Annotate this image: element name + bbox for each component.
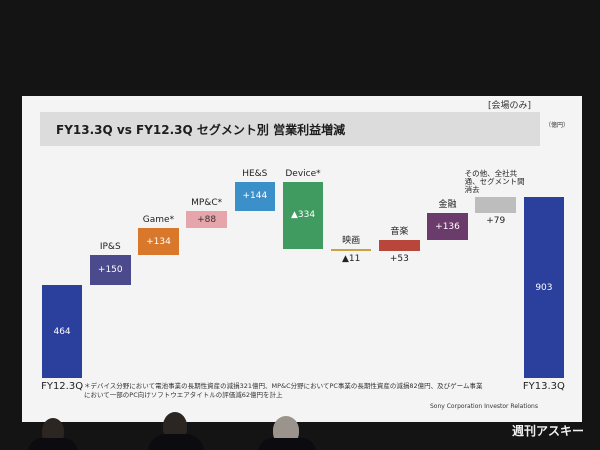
value-label: +144 <box>242 191 268 202</box>
bar <box>475 197 516 214</box>
value-label: 464 <box>53 326 71 337</box>
value-label: +150 <box>97 265 123 276</box>
category-label: MP&C* <box>191 197 223 208</box>
unit: （億円） <box>545 122 570 129</box>
category-label: その他、全社共通、セグメント間消去 <box>464 169 525 195</box>
value-label: +88 <box>197 214 217 225</box>
value-label: +136 <box>435 221 460 232</box>
source: Sony Corporation Investor Relations <box>430 403 538 410</box>
category-label: 映画 <box>342 235 361 246</box>
category-label: Device* <box>285 169 321 179</box>
category-label: 金融 <box>438 200 457 211</box>
person <box>258 438 316 450</box>
bar <box>90 255 131 286</box>
category-label: IP&S <box>99 242 121 253</box>
footnote: ＊デバイス分野において電池事業の長期性資産の減損321億円、MP&C分野において… <box>84 382 483 399</box>
bar <box>282 182 324 249</box>
value-label: +79 <box>486 216 506 227</box>
value-label: 903 <box>535 282 553 293</box>
category-label: Game* <box>142 215 175 226</box>
category-label: FY13.3Q <box>522 381 565 392</box>
person <box>42 418 64 444</box>
bar <box>330 248 372 251</box>
bar <box>138 228 179 256</box>
bar <box>379 240 420 251</box>
person <box>148 434 204 450</box>
person <box>28 438 78 450</box>
category-label: HE&S <box>242 169 268 179</box>
value-label: ▲334 <box>290 210 316 221</box>
bar <box>523 197 565 378</box>
value-label: +134 <box>146 236 171 247</box>
value-label: +53 <box>389 254 409 264</box>
bar <box>234 182 276 211</box>
value-label: ▲11 <box>341 254 361 264</box>
category-label: FY12.3Q <box>41 381 84 392</box>
watermark: 週刊アスキー <box>512 424 585 438</box>
category-label: 音楽 <box>390 227 409 238</box>
bar <box>427 213 468 241</box>
tag: [会場のみ] <box>488 101 532 111</box>
title-bar <box>40 112 540 146</box>
chart-title: FY13.3Q vs FY12.3Q セグメント別 営業利益増減 <box>56 123 346 137</box>
bar <box>41 285 83 378</box>
bar <box>186 210 227 229</box>
